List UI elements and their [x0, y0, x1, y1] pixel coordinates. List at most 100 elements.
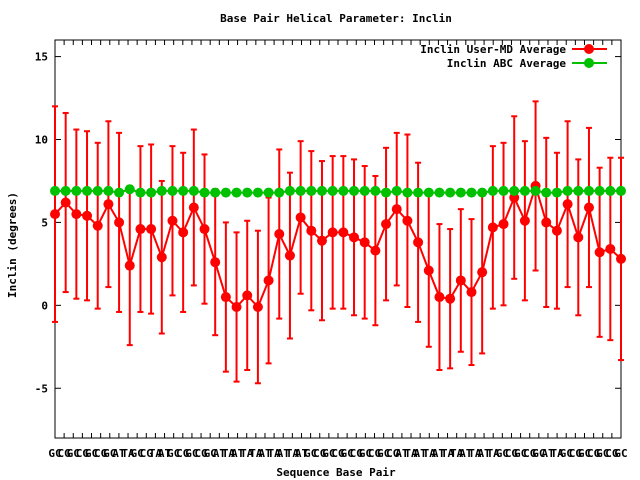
x-tick-label: AT	[414, 447, 428, 460]
x-tick-label: CG	[505, 447, 519, 460]
data-point	[103, 199, 114, 210]
data-point	[445, 293, 456, 304]
x-tick-label: GC	[103, 447, 116, 460]
x-tick-label: CG	[368, 447, 382, 460]
x-tick-label: TA	[423, 447, 437, 460]
data-point	[359, 237, 370, 248]
x-tick-label: CG	[58, 447, 72, 460]
x-tick-label: GC	[48, 447, 61, 460]
data-point	[466, 187, 477, 198]
data-point	[327, 227, 338, 238]
data-point	[242, 290, 253, 301]
data-point	[541, 187, 552, 198]
x-tick-label: GC	[614, 447, 627, 460]
data-point	[60, 197, 71, 208]
data-point	[466, 287, 477, 298]
data-point	[295, 212, 306, 223]
data-point	[92, 185, 103, 196]
x-tick-label: TA	[441, 447, 455, 460]
data-point	[349, 185, 360, 196]
data-point	[71, 185, 82, 196]
x-tick-label: TA	[121, 447, 135, 460]
data-point	[402, 187, 413, 198]
data-point	[82, 210, 93, 221]
data-point	[210, 257, 221, 268]
data-point	[583, 202, 594, 213]
data-point	[562, 199, 573, 210]
x-tick-label: TA	[249, 447, 263, 460]
x-tick-label: GC	[560, 447, 573, 460]
x-tick-label: GC	[67, 447, 80, 460]
x-tick-label: CG	[140, 447, 154, 460]
data-point	[381, 187, 392, 198]
x-tick-label: GC	[341, 447, 354, 460]
data-point	[487, 185, 498, 196]
series-abc	[50, 184, 626, 198]
legend-swatch-marker	[584, 44, 594, 54]
x-tick-label: TA	[286, 447, 300, 460]
data-point	[306, 185, 317, 196]
legend-label: Inclin ABC Average	[447, 57, 567, 70]
data-point	[114, 187, 125, 198]
data-point	[413, 237, 424, 248]
data-point	[594, 247, 605, 258]
data-point	[455, 275, 466, 286]
data-point	[605, 243, 616, 254]
data-point	[274, 187, 285, 198]
y-tick-label: 0	[41, 299, 48, 312]
data-point	[519, 185, 530, 196]
data-point	[146, 224, 157, 235]
data-point	[92, 220, 103, 231]
x-tick-label: AT	[258, 447, 272, 460]
data-point	[71, 209, 82, 220]
data-point	[263, 275, 274, 286]
y-tick-label: 10	[35, 134, 48, 147]
data-point	[391, 204, 402, 215]
data-point	[551, 225, 562, 236]
data-point	[284, 185, 295, 196]
x-tick-label: TA	[404, 447, 418, 460]
data-point	[381, 219, 392, 230]
data-point	[423, 265, 434, 276]
data-point	[445, 187, 456, 198]
data-point	[477, 187, 488, 198]
y-tick-label: -5	[35, 382, 48, 395]
y-axis-label: Inclin (degrees)	[6, 192, 19, 298]
x-tick-label: GC	[204, 447, 217, 460]
x-tick-label: CG	[94, 447, 108, 460]
x-tick-label: CG	[386, 447, 400, 460]
data-point	[284, 250, 295, 261]
x-tick-label: CG	[194, 447, 208, 460]
x-tick-label: AT	[541, 447, 555, 460]
data-point	[114, 217, 125, 228]
x-tick-label: GC	[496, 447, 509, 460]
x-tick-label: AT	[295, 447, 309, 460]
data-point	[498, 219, 509, 230]
data-point	[530, 185, 541, 196]
data-point	[391, 185, 402, 196]
data-point	[413, 187, 424, 198]
x-tick-label: AT	[432, 447, 446, 460]
x-tick-label: CG	[176, 447, 190, 460]
x-tick-label: AT	[395, 447, 409, 460]
data-point	[199, 187, 210, 198]
data-point	[509, 185, 520, 196]
data-point	[252, 301, 263, 312]
data-point	[316, 185, 327, 196]
x-tick-label: CG	[523, 447, 537, 460]
x-tick-label: CG	[76, 447, 90, 460]
data-point	[370, 185, 381, 196]
data-point	[306, 225, 317, 236]
data-point	[82, 185, 93, 196]
x-tick-label: GC	[167, 447, 180, 460]
x-tick-label: GC	[85, 447, 98, 460]
data-point	[124, 260, 135, 271]
data-point	[156, 185, 167, 196]
x-tick-label: TA	[240, 447, 254, 460]
x-axis-label: Sequence Base Pair	[276, 466, 396, 479]
data-point	[220, 187, 231, 198]
data-point	[487, 222, 498, 233]
x-tick-label: AT	[213, 447, 227, 460]
data-point	[616, 253, 626, 264]
data-point	[423, 187, 434, 198]
